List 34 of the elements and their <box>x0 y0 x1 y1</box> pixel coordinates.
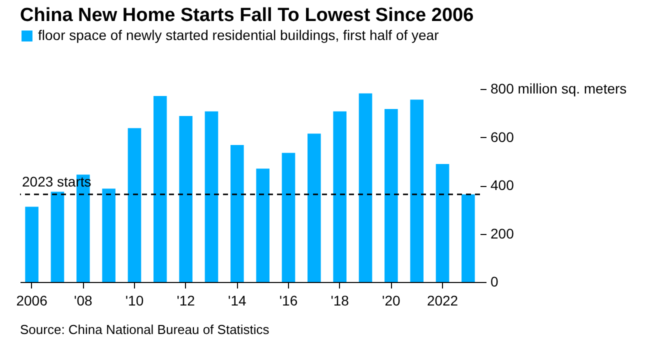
bar <box>436 164 450 282</box>
x-tick-label: '10 <box>125 292 144 308</box>
x-tick-label: '08 <box>74 292 92 308</box>
y-tick-label: 200 <box>490 225 514 242</box>
bar <box>230 144 244 282</box>
bar <box>358 93 372 282</box>
x-tick-label: 2006 <box>16 292 48 308</box>
bar <box>179 116 192 282</box>
bar <box>102 188 116 282</box>
bar <box>462 194 475 282</box>
bar <box>204 111 218 282</box>
bar <box>282 152 296 282</box>
bar <box>308 134 321 282</box>
bar <box>333 111 346 282</box>
y-tick-label: 0 <box>490 274 498 290</box>
bar <box>410 100 424 282</box>
y-tick-label: 600 <box>490 128 514 145</box>
x-tick-label: 2022 <box>426 292 458 308</box>
bar <box>128 128 142 282</box>
x-tick-label: '12 <box>176 292 196 308</box>
bar <box>50 192 64 282</box>
x-tick-label: '14 <box>228 292 246 308</box>
source-note: Source: China National Bureau of Statistics <box>20 322 270 337</box>
bar <box>25 206 38 282</box>
legend-label: floor space of newly started residential buildings, first half of year <box>38 27 440 43</box>
y-tick-label: 400 <box>490 177 514 193</box>
x-tick-label: '20 <box>382 292 401 308</box>
y-tick-label: 800 million sq. meters <box>490 80 627 96</box>
x-tick-label: '16 <box>279 292 298 308</box>
bar <box>384 109 398 282</box>
bar <box>256 168 270 282</box>
bar <box>154 96 167 282</box>
x-tick-label: '18 <box>330 292 350 308</box>
chart-title: China New Home Starts Fall To Lowest Since 2006 <box>20 5 474 26</box>
